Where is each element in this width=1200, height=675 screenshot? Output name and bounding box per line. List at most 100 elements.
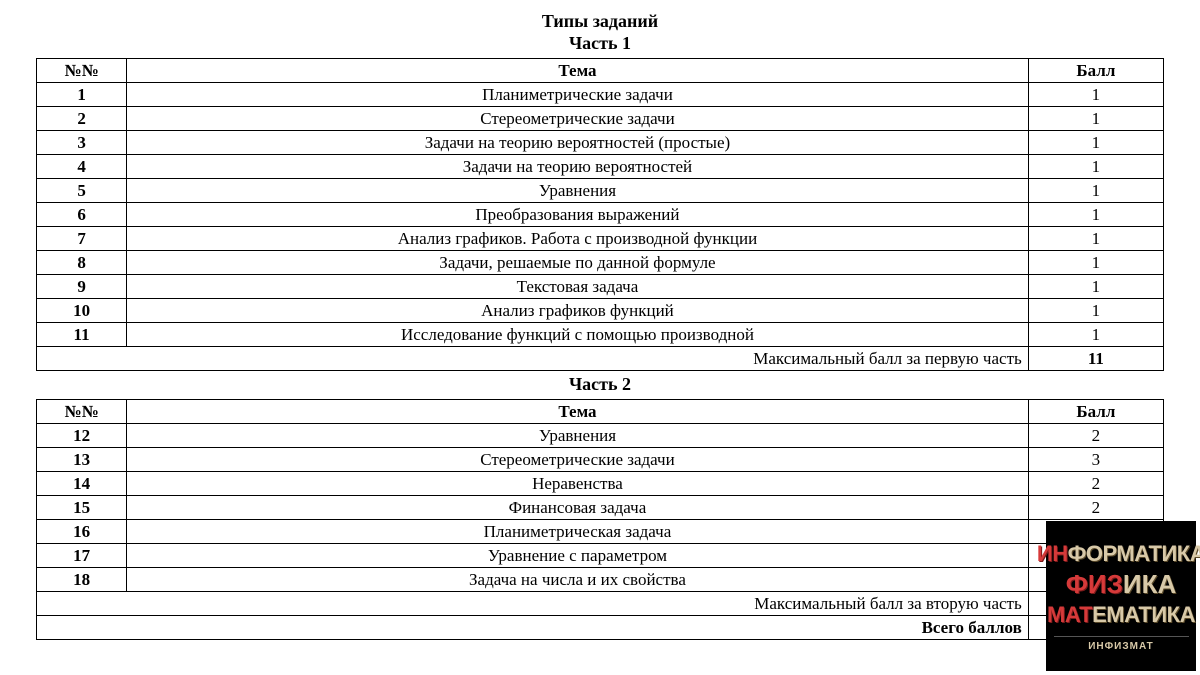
table-row: 8Задачи, решаемые по данной формуле1 bbox=[37, 251, 1164, 275]
table-row: 18Задача на числа и их свойства4 bbox=[37, 568, 1164, 592]
table-row: 16Планиметрическая задача3 bbox=[37, 520, 1164, 544]
row-number: 8 bbox=[37, 251, 127, 275]
row-number: 14 bbox=[37, 472, 127, 496]
part2-summary-row: Максимальный балл за вторую часть 20 bbox=[37, 592, 1164, 616]
row-score: 1 bbox=[1028, 107, 1163, 131]
part1-heading: Часть 1 bbox=[36, 32, 1164, 54]
main-title: Типы заданий bbox=[36, 10, 1164, 32]
part1-summary-row: Максимальный балл за первую часть 11 bbox=[37, 347, 1164, 371]
table-row: 6Преобразования выражений1 bbox=[37, 203, 1164, 227]
table-row: 5Уравнения1 bbox=[37, 179, 1164, 203]
col-score-header: Балл bbox=[1028, 59, 1163, 83]
col-num-header: №№ bbox=[37, 59, 127, 83]
row-number: 4 bbox=[37, 155, 127, 179]
table-row: 4Задачи на теорию вероятностей1 bbox=[37, 155, 1164, 179]
table-row: 14Неравенства2 bbox=[37, 472, 1164, 496]
row-number: 7 bbox=[37, 227, 127, 251]
logo-bottom-text: ИНФИЗМАТ bbox=[1054, 636, 1189, 652]
row-topic: Планиметрическая задача bbox=[127, 520, 1029, 544]
logo-line3-rest: ЕМАТИКА bbox=[1092, 602, 1195, 628]
part1-summary-label: Максимальный балл за первую часть bbox=[37, 347, 1029, 371]
logo-line1: ИН ФОРМАТИКА bbox=[1037, 541, 1200, 567]
row-topic: Планиметрические задачи bbox=[127, 83, 1029, 107]
row-score: 2 bbox=[1028, 472, 1163, 496]
row-number: 11 bbox=[37, 323, 127, 347]
total-label: Всего баллов bbox=[37, 616, 1029, 640]
table-header-row: №№ Тема Балл bbox=[37, 400, 1164, 424]
row-number: 1 bbox=[37, 83, 127, 107]
row-topic: Задачи, решаемые по данной формуле bbox=[127, 251, 1029, 275]
part2-summary-label: Максимальный балл за вторую часть bbox=[37, 592, 1029, 616]
table-row: 11Исследование функций с помощью произво… bbox=[37, 323, 1164, 347]
row-topic: Исследование функций с помощью производн… bbox=[127, 323, 1029, 347]
table-header-row: №№ Тема Балл bbox=[37, 59, 1164, 83]
row-topic: Текстовая задача bbox=[127, 275, 1029, 299]
row-score: 1 bbox=[1028, 155, 1163, 179]
row-score: 2 bbox=[1028, 496, 1163, 520]
table-row: 9Текстовая задача1 bbox=[37, 275, 1164, 299]
table-row: 13Стереометрические задачи3 bbox=[37, 448, 1164, 472]
part2-table: №№ Тема Балл 12Уравнения213Стереометриче… bbox=[36, 399, 1164, 640]
row-number: 6 bbox=[37, 203, 127, 227]
total-row: Всего баллов 31 bbox=[37, 616, 1164, 640]
logo-line2-rest: ИКА bbox=[1123, 569, 1176, 600]
row-topic: Задачи на теорию вероятностей bbox=[127, 155, 1029, 179]
row-number: 10 bbox=[37, 299, 127, 323]
logo-line2: ФИЗ ИКА bbox=[1066, 569, 1177, 600]
row-topic: Анализ графиков функций bbox=[127, 299, 1029, 323]
col-topic-header: Тема bbox=[127, 400, 1029, 424]
row-number: 12 bbox=[37, 424, 127, 448]
row-score: 1 bbox=[1028, 179, 1163, 203]
row-topic: Уравнение с параметром bbox=[127, 544, 1029, 568]
row-topic: Задачи на теорию вероятностей (простые) bbox=[127, 131, 1029, 155]
row-number: 16 bbox=[37, 520, 127, 544]
row-topic: Стереометрические задачи bbox=[127, 107, 1029, 131]
row-score: 1 bbox=[1028, 251, 1163, 275]
row-topic: Задача на числа и их свойства bbox=[127, 568, 1029, 592]
table-row: 1Планиметрические задачи1 bbox=[37, 83, 1164, 107]
row-score: 1 bbox=[1028, 227, 1163, 251]
row-score: 1 bbox=[1028, 299, 1163, 323]
part1-table: №№ Тема Балл 1Планиметрические задачи12С… bbox=[36, 58, 1164, 371]
logo-line2-highlight: ФИЗ bbox=[1066, 569, 1123, 600]
row-score: 2 bbox=[1028, 424, 1163, 448]
row-number: 15 bbox=[37, 496, 127, 520]
logo-line3: МАТ ЕМАТИКА bbox=[1047, 602, 1195, 628]
col-topic-header: Тема bbox=[127, 59, 1029, 83]
row-number: 17 bbox=[37, 544, 127, 568]
row-number: 13 bbox=[37, 448, 127, 472]
table-row: 7Анализ графиков. Работа с производной ф… bbox=[37, 227, 1164, 251]
row-topic: Финансовая задача bbox=[127, 496, 1029, 520]
table-row: 17Уравнение с параметром4 bbox=[37, 544, 1164, 568]
row-topic: Преобразования выражений bbox=[127, 203, 1029, 227]
part2-heading: Часть 2 bbox=[36, 373, 1164, 395]
brand-logo: ИН ФОРМАТИКА ФИЗ ИКА МАТ ЕМАТИКА ИНФИЗМА… bbox=[1046, 521, 1196, 671]
row-score: 3 bbox=[1028, 448, 1163, 472]
row-score: 1 bbox=[1028, 131, 1163, 155]
part1-summary-value: 11 bbox=[1028, 347, 1163, 371]
col-num-header: №№ bbox=[37, 400, 127, 424]
row-number: 3 bbox=[37, 131, 127, 155]
row-score: 1 bbox=[1028, 83, 1163, 107]
row-score: 1 bbox=[1028, 323, 1163, 347]
row-topic: Неравенства bbox=[127, 472, 1029, 496]
table-row: 2Стереометрические задачи1 bbox=[37, 107, 1164, 131]
row-number: 18 bbox=[37, 568, 127, 592]
row-score: 1 bbox=[1028, 275, 1163, 299]
logo-line3-highlight: МАТ bbox=[1047, 602, 1092, 628]
logo-line1-rest: ФОРМАТИКА bbox=[1068, 541, 1200, 567]
row-topic: Уравнения bbox=[127, 179, 1029, 203]
row-number: 2 bbox=[37, 107, 127, 131]
col-score-header: Балл bbox=[1028, 400, 1163, 424]
row-topic: Уравнения bbox=[127, 424, 1029, 448]
table-row: 12Уравнения2 bbox=[37, 424, 1164, 448]
row-number: 5 bbox=[37, 179, 127, 203]
row-score: 1 bbox=[1028, 203, 1163, 227]
table-row: 15Финансовая задача2 bbox=[37, 496, 1164, 520]
table-row: 10Анализ графиков функций1 bbox=[37, 299, 1164, 323]
table-row: 3Задачи на теорию вероятностей (простые)… bbox=[37, 131, 1164, 155]
row-number: 9 bbox=[37, 275, 127, 299]
row-topic: Анализ графиков. Работа с производной фу… bbox=[127, 227, 1029, 251]
logo-line1-highlight: ИН bbox=[1037, 541, 1068, 567]
row-topic: Стереометрические задачи bbox=[127, 448, 1029, 472]
